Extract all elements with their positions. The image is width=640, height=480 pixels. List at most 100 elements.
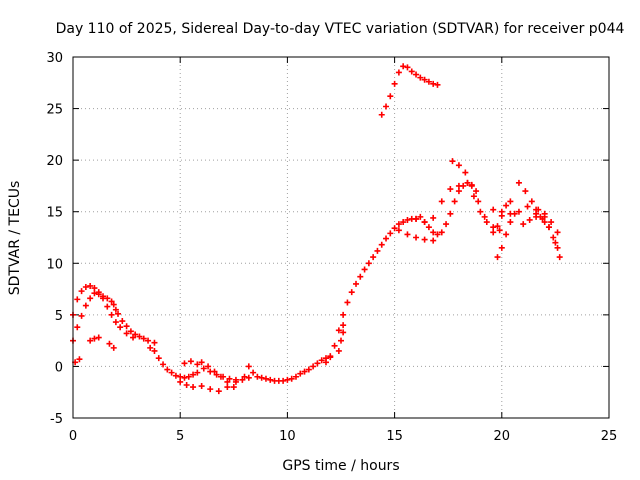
data-point <box>194 361 201 368</box>
data-point <box>455 188 462 195</box>
data-point <box>226 375 233 382</box>
data-point <box>361 266 368 273</box>
data-point <box>417 213 424 220</box>
data-point <box>310 363 317 370</box>
data-point <box>305 366 312 373</box>
data-point <box>541 219 548 226</box>
y-tick-label: 25 <box>46 103 63 118</box>
data-point <box>421 219 428 226</box>
data-point <box>147 344 154 351</box>
data-point <box>168 369 175 376</box>
data-point <box>490 224 497 231</box>
data-point <box>556 254 563 261</box>
x-tick-label: 25 <box>601 429 618 444</box>
data-point <box>335 327 342 334</box>
data-point <box>78 288 85 295</box>
data-point <box>181 360 188 367</box>
series-arc-4 <box>87 334 102 344</box>
series-arc-9 <box>181 358 252 383</box>
data-point <box>267 376 274 383</box>
data-point <box>449 158 456 165</box>
data-point <box>205 363 212 370</box>
data-point <box>494 254 501 261</box>
data-point <box>503 231 510 238</box>
data-point <box>110 344 117 351</box>
data-point <box>425 78 432 85</box>
data-point <box>108 298 115 305</box>
data-point <box>151 347 158 354</box>
data-point <box>413 215 420 222</box>
data-point <box>250 369 257 376</box>
data-point <box>117 324 124 331</box>
data-point <box>245 374 252 381</box>
y-tick-label: 5 <box>55 309 63 324</box>
data-point <box>417 74 424 81</box>
y-tick-label: -5 <box>50 412 63 427</box>
data-point <box>198 383 205 390</box>
y-tick-label: 30 <box>46 51 63 66</box>
data-point <box>438 229 445 236</box>
data-point <box>224 384 231 391</box>
data-point <box>552 239 559 246</box>
series-arc-13 <box>335 322 347 354</box>
data-point <box>357 273 364 280</box>
data-point <box>498 244 505 251</box>
data-point <box>232 376 239 383</box>
data-point <box>447 210 454 217</box>
data-point <box>477 208 484 215</box>
data-point <box>115 310 122 317</box>
data-point <box>338 337 344 344</box>
data-point <box>262 375 269 382</box>
y-tick-label: 15 <box>46 206 63 221</box>
data-point <box>87 337 94 344</box>
data-point <box>200 365 207 372</box>
data-point <box>494 223 501 230</box>
data-point <box>318 357 325 364</box>
x-tick-label: 10 <box>279 429 296 444</box>
data-point <box>481 213 488 220</box>
x-tick-label: 5 <box>176 429 184 444</box>
data-point <box>181 374 188 381</box>
data-point <box>378 111 385 118</box>
data-point <box>404 231 411 238</box>
data-point <box>74 324 81 331</box>
data-point <box>434 231 441 238</box>
data-point <box>455 182 462 189</box>
data-point <box>177 373 184 380</box>
data-point <box>177 378 184 385</box>
data-point <box>224 378 231 385</box>
data-point <box>404 216 411 223</box>
data-point <box>239 376 246 383</box>
data-point <box>365 260 372 267</box>
data-point <box>112 306 119 313</box>
data-point <box>280 377 287 384</box>
data-point <box>391 80 398 87</box>
series-arc-17 <box>421 182 462 226</box>
data-point <box>507 210 514 217</box>
data-point <box>434 81 441 88</box>
data-point <box>198 359 205 366</box>
data-point <box>421 76 428 83</box>
data-point <box>370 254 377 261</box>
x-tick-label: 20 <box>494 429 511 444</box>
data-point <box>470 193 477 200</box>
data-point <box>187 358 194 365</box>
data-point <box>425 224 432 231</box>
data-point <box>145 337 152 344</box>
x-axis-label: GPS time / hours <box>282 458 399 474</box>
data-point <box>91 290 98 297</box>
series-arc-20 <box>490 198 514 236</box>
data-point <box>535 206 542 213</box>
data-point <box>383 235 390 242</box>
data-point <box>331 342 338 349</box>
data-point <box>348 289 355 296</box>
data-point <box>207 386 214 393</box>
data-point <box>524 203 531 210</box>
series-arc-10 <box>198 359 237 391</box>
data-point <box>136 333 143 340</box>
series-arc-25 <box>520 213 559 246</box>
data-point <box>108 311 115 318</box>
data-point <box>522 188 529 195</box>
data-point <box>185 373 192 380</box>
data-point <box>123 323 130 330</box>
